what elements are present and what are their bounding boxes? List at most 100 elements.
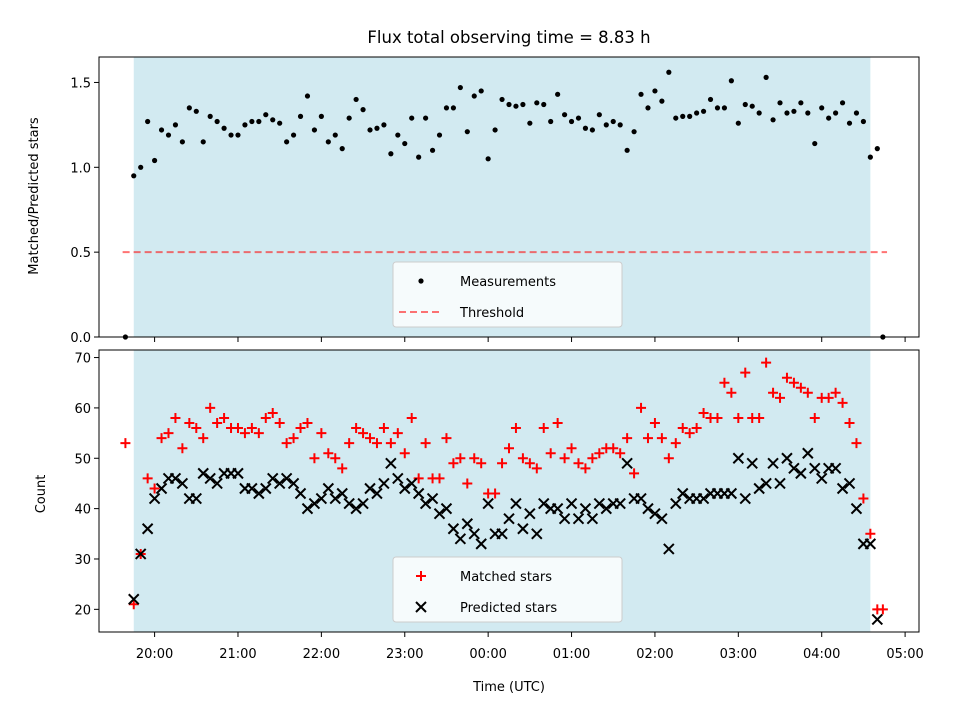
measurement-point: [297, 113, 304, 119]
y-tick-label: 70: [74, 352, 91, 367]
measurement-point: [506, 101, 512, 108]
matched-star-marker: [823, 392, 834, 403]
measurement-point: [388, 151, 394, 157]
measurement-point: [450, 105, 457, 111]
measurement-point: [596, 112, 602, 118]
legend-predicted-marker: [415, 601, 427, 613]
predicted-star-marker: [267, 472, 279, 485]
predicted-star-marker: [829, 462, 842, 475]
legend-measurement-marker: [418, 278, 424, 284]
measurement-point: [457, 84, 463, 91]
predicted-star-marker: [329, 492, 341, 505]
matched-star-marker: [545, 448, 556, 459]
matched-star-marker: [149, 483, 160, 494]
measurement-point: [867, 154, 873, 160]
measurement-point: [443, 105, 450, 111]
predicted-star-marker: [795, 467, 807, 480]
y-tick-label: 60: [74, 402, 91, 417]
predicted-star-marker: [336, 487, 348, 500]
matched-star-marker: [663, 453, 674, 464]
measurement-point: [429, 147, 436, 153]
matched-star-marker: [615, 448, 626, 459]
matched-star-marker: [580, 463, 591, 474]
measurement-point: [687, 113, 693, 119]
x-tick-label: 02:00: [636, 647, 673, 662]
matched-star-marker: [531, 463, 542, 474]
predicted-star-marker: [642, 502, 654, 515]
predicted-star-marker: [308, 497, 321, 510]
measurement-point: [304, 93, 311, 99]
measurement-point: [138, 164, 144, 170]
predicted-star-marker: [128, 593, 140, 605]
matched-star-marker: [830, 387, 841, 398]
matched-star-marker: [295, 423, 306, 434]
matched-star-marker: [594, 448, 605, 459]
top-panel: 0.0 0.5 1.0 1.5 Measurements Threshold: [70, 56, 920, 346]
measurement-point: [277, 120, 283, 126]
measurement-point: [610, 118, 616, 125]
predicted-star-marker: [809, 462, 821, 475]
predicted-star-marker: [864, 538, 877, 550]
matched-star-marker: [573, 458, 584, 469]
matched-star-marker: [330, 453, 341, 464]
predicted-star-marker: [635, 492, 647, 505]
predicted-star-marker: [260, 482, 272, 495]
predicted-star-marker: [253, 487, 265, 500]
matched-star-marker: [837, 397, 848, 408]
legend-label: Matched stars: [460, 570, 552, 585]
measurement-point: [367, 127, 373, 133]
measurement-point: [193, 108, 199, 114]
matched-star-marker: [649, 418, 660, 429]
predicted-star-marker: [767, 457, 779, 470]
matched-star-marker: [163, 428, 174, 439]
y-tick-label: 0.5: [70, 246, 91, 261]
predicted-star-marker: [871, 613, 884, 626]
matched-star-marker: [754, 412, 765, 423]
matched-star-marker: [726, 387, 737, 398]
measurement-point: [833, 110, 839, 116]
predicted-star-marker: [753, 482, 765, 495]
measurement-point: [555, 91, 561, 97]
measurement-point: [659, 98, 665, 104]
measurement-point: [714, 105, 721, 111]
matched-star-marker: [877, 604, 888, 615]
matched-star-marker: [323, 448, 334, 459]
matched-star-marker: [455, 453, 466, 464]
predicted-star-marker: [816, 472, 828, 485]
predicted-star-marker: [558, 512, 571, 525]
matched-star-marker: [524, 458, 535, 469]
predicted-star-marker: [760, 477, 772, 490]
measurement-point: [756, 110, 762, 116]
matched-star-marker: [858, 493, 869, 504]
measurement-point: [707, 96, 714, 103]
measurement-point: [561, 112, 568, 118]
legend-label: Predicted stars: [460, 601, 557, 616]
measurement-point: [332, 132, 338, 138]
predicted-star-marker: [433, 507, 446, 520]
measurement-point: [325, 139, 331, 145]
matched-star-marker: [441, 433, 452, 444]
matched-star-marker: [267, 407, 278, 418]
y-tick-label: 0.0: [70, 331, 91, 346]
measurement-point: [777, 100, 783, 106]
measurement-point: [290, 132, 297, 138]
predicted-star-marker: [677, 487, 689, 500]
matched-star-marker: [712, 412, 723, 423]
matched-star-marker: [274, 418, 285, 429]
axes-frame: [98, 349, 920, 633]
measurement-point: [812, 140, 818, 147]
matched-star-marker: [802, 387, 813, 398]
measurement-point: [624, 147, 630, 153]
measurement-point: [423, 115, 429, 121]
matched-star-marker: [120, 438, 131, 449]
matched-star-marker: [358, 428, 369, 439]
matched-star-marker: [476, 458, 487, 469]
matched-star-marker: [608, 443, 619, 454]
predicted-star-marker: [315, 492, 328, 505]
measurement-point: [151, 157, 158, 164]
predicted-star-marker: [538, 497, 550, 510]
x-axis-label: Time (UTC): [472, 680, 545, 695]
predicted-star-marker: [656, 512, 668, 525]
matched-star-marker: [406, 412, 417, 423]
